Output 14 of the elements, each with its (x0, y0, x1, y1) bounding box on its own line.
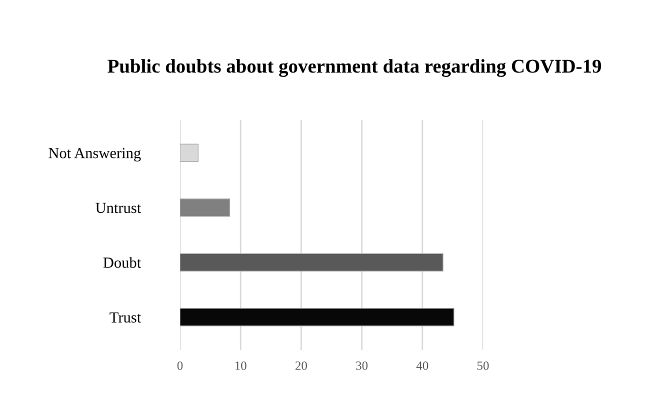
x-tick-label: 20 (296, 361, 307, 370)
bar (180, 308, 454, 326)
x-tick-label: 30 (356, 361, 368, 370)
y-tick-label: Not Answering (48, 148, 141, 162)
x-tick-label: 10 (235, 361, 246, 370)
bar (180, 253, 444, 272)
y-tick-label: Untrust (96, 202, 142, 214)
y-tick-label: Doubt (103, 257, 142, 268)
bar (180, 198, 230, 217)
y-tick-label: Trust (110, 312, 142, 323)
x-tick-label: 0 (177, 361, 183, 370)
x-tick-label: 50 (477, 361, 489, 370)
x-tick-label: 40 (416, 361, 428, 370)
chart-title: Public doubts about government data regarding COVID-19 (108, 59, 602, 77)
